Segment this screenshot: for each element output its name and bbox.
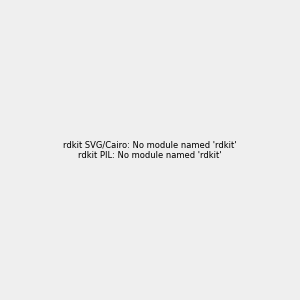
- Text: rdkit SVG/Cairo: No module named 'rdkit'
rdkit PIL: No module named 'rdkit': rdkit SVG/Cairo: No module named 'rdkit'…: [63, 140, 237, 160]
